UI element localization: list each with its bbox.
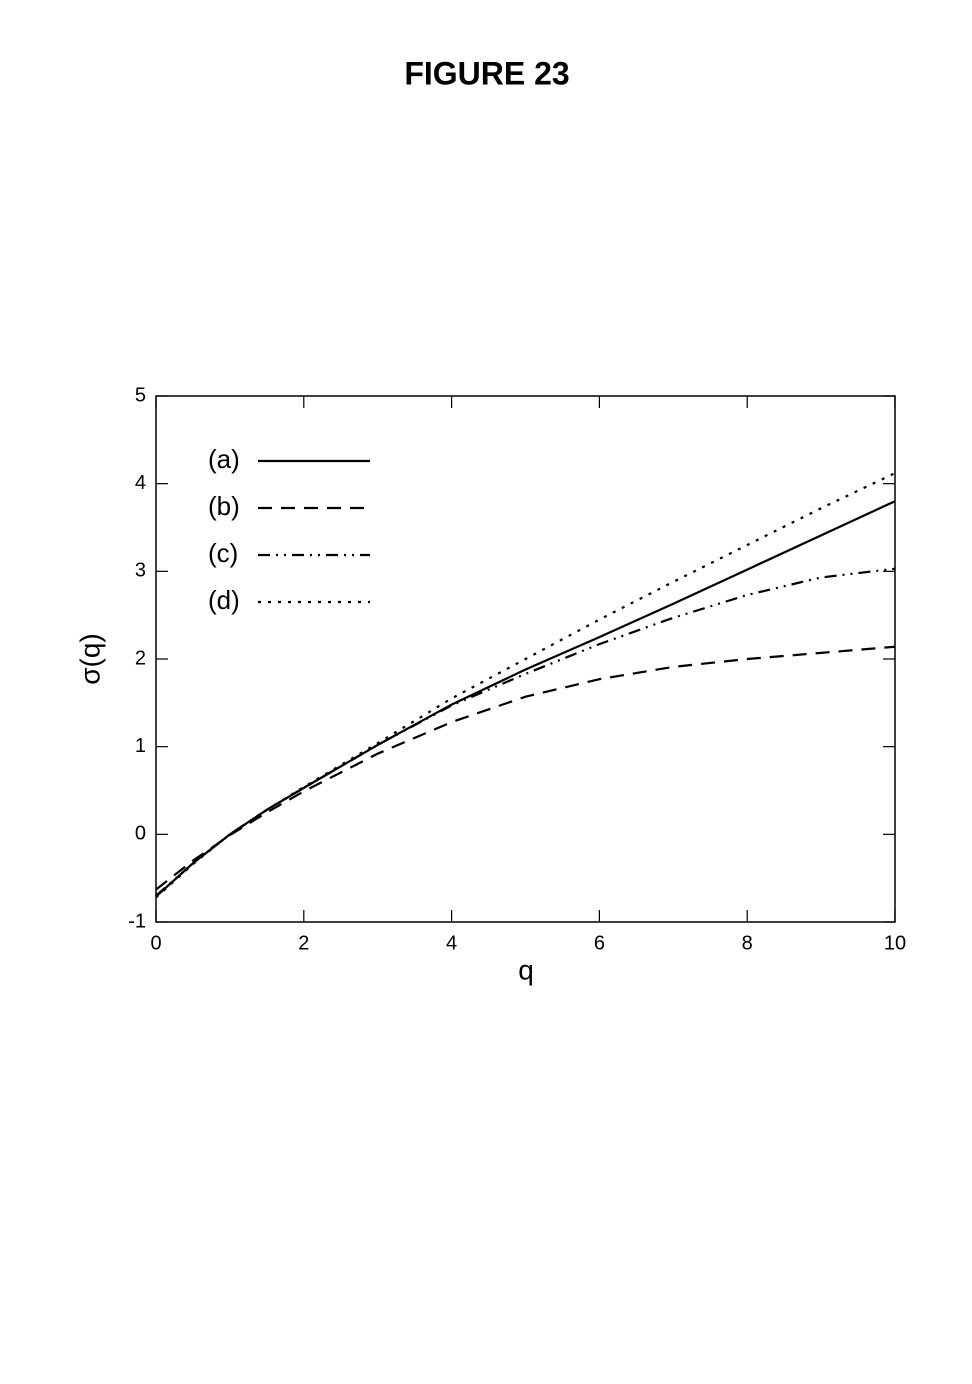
y-tick-label: -1 (128, 910, 146, 932)
x-tick-label: 2 (298, 932, 309, 954)
legend-label: (b) (208, 491, 240, 521)
x-tick-label: 0 (150, 932, 161, 954)
y-tick-label: 4 (135, 472, 146, 494)
y-tick-label: 1 (135, 735, 146, 757)
series-line (155, 645, 896, 891)
legend-label: (c) (208, 538, 238, 568)
series-line (155, 472, 896, 899)
series-line (155, 567, 896, 897)
series-line (155, 500, 896, 898)
y-tick-label: 2 (135, 647, 146, 669)
x-tick-label: 8 (742, 932, 753, 954)
legend-label: (d) (208, 585, 240, 615)
x-tick-label: 6 (594, 932, 605, 954)
y-tick-label: 3 (135, 560, 146, 582)
x-tick-label: 10 (884, 932, 906, 954)
x-tick-label: 4 (446, 932, 457, 954)
chart-title: FIGURE 23 (404, 55, 569, 91)
y-tick-label: 0 (135, 823, 146, 845)
x-axis-label: q (518, 954, 534, 985)
legend-label: (a) (208, 444, 240, 474)
y-tick-label: 5 (135, 384, 146, 406)
y-axis-label: σ(q) (74, 633, 105, 685)
